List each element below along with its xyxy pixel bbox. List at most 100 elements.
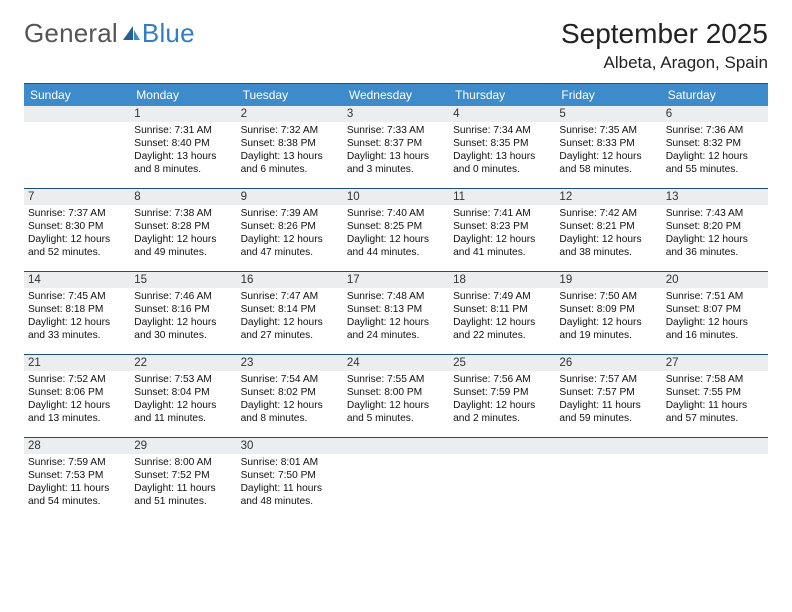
sunset-line: Sunset: 8:18 PM (28, 303, 126, 316)
weekday-wednesday: Wednesday (343, 84, 449, 106)
day-number: 5 (555, 106, 661, 122)
day-details: Sunrise: 7:53 AMSunset: 8:04 PMDaylight:… (134, 373, 232, 425)
daylight-line: Daylight: 12 hours and 47 minutes. (241, 233, 339, 259)
sunrise-line: Sunrise: 7:38 AM (134, 207, 232, 220)
sunrise-line: Sunrise: 8:00 AM (134, 456, 232, 469)
header: GeneralBlue September 2025 Albeta, Arago… (24, 18, 768, 73)
day-number: 13 (662, 189, 768, 205)
day-number: 8 (130, 189, 236, 205)
day-number: 6 (662, 106, 768, 122)
day-number: 22 (130, 355, 236, 371)
day-number: 21 (24, 355, 130, 371)
daylight-line: Daylight: 12 hours and 44 minutes. (347, 233, 445, 259)
day-number-band (555, 438, 661, 454)
day-details: Sunrise: 7:55 AMSunset: 8:00 PMDaylight:… (347, 373, 445, 425)
day-details: Sunrise: 8:01 AMSunset: 7:50 PMDaylight:… (241, 456, 339, 508)
sunrise-line: Sunrise: 7:53 AM (134, 373, 232, 386)
weeks-grid: 1Sunrise: 7:31 AMSunset: 8:40 PMDaylight… (24, 106, 768, 520)
sunrise-line: Sunrise: 7:33 AM (347, 124, 445, 137)
day-details: Sunrise: 7:42 AMSunset: 8:21 PMDaylight:… (559, 207, 657, 259)
sunset-line: Sunset: 7:52 PM (134, 469, 232, 482)
sunrise-line: Sunrise: 7:40 AM (347, 207, 445, 220)
day-number: 19 (555, 272, 661, 288)
sunset-line: Sunset: 8:04 PM (134, 386, 232, 399)
day-number: 11 (449, 189, 555, 205)
daylight-line: Daylight: 11 hours and 48 minutes. (241, 482, 339, 508)
day-details: Sunrise: 7:43 AMSunset: 8:20 PMDaylight:… (666, 207, 764, 259)
daylight-line: Daylight: 11 hours and 59 minutes. (559, 399, 657, 425)
daylight-line: Daylight: 12 hours and 27 minutes. (241, 316, 339, 342)
sunset-line: Sunset: 8:35 PM (453, 137, 551, 150)
day-cell: 25Sunrise: 7:56 AMSunset: 7:59 PMDayligh… (449, 355, 555, 437)
sunrise-line: Sunrise: 7:49 AM (453, 290, 551, 303)
sunrise-line: Sunrise: 7:41 AM (453, 207, 551, 220)
day-details: Sunrise: 7:40 AMSunset: 8:25 PMDaylight:… (347, 207, 445, 259)
day-details: Sunrise: 7:41 AMSunset: 8:23 PMDaylight:… (453, 207, 551, 259)
day-number: 29 (130, 438, 236, 454)
sunrise-line: Sunrise: 7:36 AM (666, 124, 764, 137)
daylight-line: Daylight: 12 hours and 36 minutes. (666, 233, 764, 259)
sunset-line: Sunset: 8:40 PM (134, 137, 232, 150)
day-details: Sunrise: 7:37 AMSunset: 8:30 PMDaylight:… (28, 207, 126, 259)
sunset-line: Sunset: 8:38 PM (241, 137, 339, 150)
daylight-line: Daylight: 12 hours and 55 minutes. (666, 150, 764, 176)
day-number-band (662, 438, 768, 454)
sunset-line: Sunset: 8:33 PM (559, 137, 657, 150)
daylight-line: Daylight: 12 hours and 33 minutes. (28, 316, 126, 342)
brand-blue: Blue (142, 18, 195, 49)
day-number: 3 (343, 106, 449, 122)
day-cell: 13 Sunrise: 7:43 AMSunset: 8:20 PMDayligh… (662, 189, 768, 271)
daylight-line: Daylight: 12 hours and 8 minutes. (241, 399, 339, 425)
sunset-line: Sunset: 8:20 PM (666, 220, 764, 233)
sunrise-line: Sunrise: 7:31 AM (134, 124, 232, 137)
daylight-line: Daylight: 12 hours and 24 minutes. (347, 316, 445, 342)
day-number: 24 (343, 355, 449, 371)
day-details: Sunrise: 7:58 AMSunset: 7:55 PMDaylight:… (666, 373, 764, 425)
sunrise-line: Sunrise: 7:43 AM (666, 207, 764, 220)
daylight-line: Daylight: 12 hours and 58 minutes. (559, 150, 657, 176)
week-row: 28Sunrise: 7:59 AMSunset: 7:53 PMDayligh… (24, 437, 768, 520)
day-details: Sunrise: 7:31 AMSunset: 8:40 PMDaylight:… (134, 124, 232, 176)
day-number: 23 (237, 355, 343, 371)
day-cell: 14 Sunrise: 7:45 AMSunset: 8:18 PMDayligh… (24, 272, 130, 354)
day-details: Sunrise: 7:46 AMSunset: 8:16 PMDaylight:… (134, 290, 232, 342)
day-details: Sunrise: 7:35 AMSunset: 8:33 PMDaylight:… (559, 124, 657, 176)
day-details: Sunrise: 7:45 AMSunset: 8:18 PMDaylight:… (28, 290, 126, 342)
sunset-line: Sunset: 8:26 PM (241, 220, 339, 233)
day-details: Sunrise: 7:32 AMSunset: 8:38 PMDaylight:… (241, 124, 339, 176)
sunset-line: Sunset: 8:25 PM (347, 220, 445, 233)
day-cell (343, 438, 449, 520)
day-cell: 26Sunrise: 7:57 AMSunset: 7:57 PMDayligh… (555, 355, 661, 437)
sunset-line: Sunset: 8:11 PM (453, 303, 551, 316)
sunrise-line: Sunrise: 7:52 AM (28, 373, 126, 386)
day-cell: 17Sunrise: 7:48 AMSunset: 8:13 PMDayligh… (343, 272, 449, 354)
daylight-line: Daylight: 12 hours and 22 minutes. (453, 316, 551, 342)
day-cell: 27Sunrise: 7:58 AMSunset: 7:55 PMDayligh… (662, 355, 768, 437)
sunset-line: Sunset: 8:06 PM (28, 386, 126, 399)
daylight-line: Daylight: 13 hours and 6 minutes. (241, 150, 339, 176)
week-row: 14Sunrise: 7:45 AMSunset: 8:18 PMDayligh… (24, 271, 768, 354)
day-details: Sunrise: 7:33 AMSunset: 8:37 PMDaylight:… (347, 124, 445, 176)
sunrise-line: Sunrise: 7:45 AM (28, 290, 126, 303)
day-details: Sunrise: 7:49 AMSunset: 8:11 PMDaylight:… (453, 290, 551, 342)
day-number: 14 (24, 272, 130, 288)
day-details: Sunrise: 7:52 AMSunset: 8:06 PMDaylight:… (28, 373, 126, 425)
sunset-line: Sunset: 8:14 PM (241, 303, 339, 316)
sunset-line: Sunset: 7:50 PM (241, 469, 339, 482)
day-cell: 16Sunrise: 7:47 AMSunset: 8:14 PMDayligh… (237, 272, 343, 354)
week-row: 1Sunrise: 7:31 AMSunset: 8:40 PMDaylight… (24, 106, 768, 188)
daylight-line: Daylight: 12 hours and 52 minutes. (28, 233, 126, 259)
day-cell: 5 Sunrise: 7:35 AMSunset: 8:33 PMDaylight… (555, 106, 661, 188)
day-cell: 22 Sunrise: 7:53 AMSunset: 8:04 PMDayligh… (130, 355, 236, 437)
day-details: Sunrise: 7:34 AMSunset: 8:35 PMDaylight:… (453, 124, 551, 176)
day-cell (449, 438, 555, 520)
weekday-thursday: Thursday (449, 84, 555, 106)
day-details: Sunrise: 7:48 AMSunset: 8:13 PMDaylight:… (347, 290, 445, 342)
sunrise-line: Sunrise: 8:01 AM (241, 456, 339, 469)
daylight-line: Daylight: 11 hours and 51 minutes. (134, 482, 232, 508)
day-number: 12 (555, 189, 661, 205)
sunset-line: Sunset: 8:07 PM (666, 303, 764, 316)
daylight-line: Daylight: 12 hours and 38 minutes. (559, 233, 657, 259)
sunrise-line: Sunrise: 7:47 AM (241, 290, 339, 303)
day-details: Sunrise: 7:47 AMSunset: 8:14 PMDaylight:… (241, 290, 339, 342)
